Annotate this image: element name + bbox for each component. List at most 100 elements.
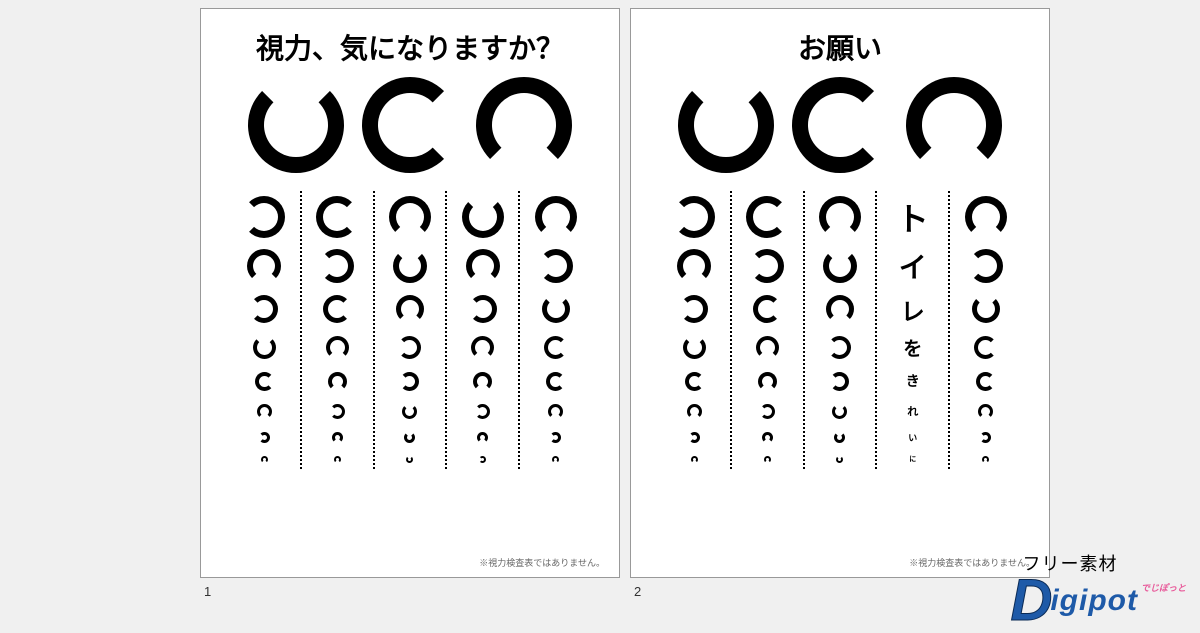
landolt-ring-icon (400, 372, 419, 391)
hidden-message-char: き (906, 371, 920, 391)
eye-chart-cell (328, 365, 347, 397)
eye-chart-cell (689, 425, 700, 449)
landolt-ring-icon (677, 249, 711, 283)
eye-chart-cell (243, 191, 285, 243)
eye-chart-cell (389, 191, 431, 243)
eye-chart-cell (255, 365, 274, 397)
landolt-ring-icon (764, 456, 771, 463)
landolt-ring-icon (673, 196, 715, 238)
landolt-ring-icon (393, 249, 427, 283)
landolt-ring-icon (398, 336, 421, 359)
eye-chart-cell (753, 289, 781, 329)
landolt-ring-icon (756, 336, 779, 359)
landolt-ring-icon (828, 336, 851, 359)
eye-chart-cell: ト (897, 191, 929, 243)
eye-chart-cell (683, 329, 706, 365)
landolt-ring-icon (330, 404, 345, 419)
eye-chart-cell (976, 365, 995, 397)
brand-logo: D igipot でじぽっと (1010, 578, 1186, 624)
eye-chart-cell (257, 397, 272, 425)
landolt-ring-icon (462, 196, 504, 238)
landolt-ring-icon (753, 295, 781, 323)
page-thumbnail[interactable]: 視力、気になりますか？ ※視力検査表ではありません。 1 (200, 8, 620, 599)
eye-chart-cell: レ (901, 289, 925, 329)
landolt-ring-icon (320, 249, 354, 283)
eye-chart-cell (685, 365, 704, 397)
brand-name-rest: igipot (1050, 584, 1138, 618)
landolt-ring-icon (248, 77, 344, 173)
landolt-ring-icon (479, 456, 486, 463)
page-number: 1 (200, 578, 620, 599)
page-title: 視力、気になりますか？ (256, 27, 564, 67)
landolt-ring-icon (969, 249, 1003, 283)
landolt-ring-icon (316, 196, 358, 238)
eye-chart-column (300, 191, 373, 469)
eye-chart-cell (828, 329, 851, 365)
eye-chart-cell (326, 329, 349, 365)
eye-chart-big-row (669, 77, 1011, 173)
eye-chart-cell (535, 191, 577, 243)
page-footnote: ※視力検査表ではありません。 (479, 556, 605, 569)
hidden-message-char: イ (899, 246, 927, 286)
landolt-ring-icon (539, 249, 573, 283)
eye-chart-cell (550, 425, 561, 449)
eye-chart-cell (972, 289, 1000, 329)
landolt-ring-icon (328, 372, 347, 391)
eye-chart-cell (261, 449, 268, 469)
eye-chart-cell (332, 425, 343, 449)
landolt-ring-icon (243, 196, 285, 238)
eye-chart-cell (832, 397, 847, 425)
eye-chart-cell (746, 191, 788, 243)
eye-chart-cell (823, 243, 857, 289)
eye-chart-cell (404, 425, 415, 449)
landolt-ring-icon (830, 372, 849, 391)
eye-chart-cell (400, 365, 419, 397)
eye-chart-cell (974, 329, 997, 365)
landolt-ring-icon (362, 77, 458, 173)
landolt-ring-icon (261, 456, 268, 463)
landolt-ring-icon (819, 196, 861, 238)
eye-chart-cell (323, 289, 351, 329)
eye-chart-cell (819, 191, 861, 243)
eye-chart-cell (680, 289, 708, 329)
eye-chart-cell (466, 243, 500, 289)
landolt-ring-icon (406, 456, 413, 463)
landolt-ring-icon (389, 196, 431, 238)
eye-chart-cell (830, 365, 849, 397)
landolt-ring-icon (404, 432, 415, 443)
eye-chart-column: トイレをきれいに (875, 191, 948, 469)
eye-chart-cell (320, 243, 354, 289)
landolt-ring-icon (965, 196, 1007, 238)
eye-chart-cell (965, 191, 1007, 243)
landolt-ring-icon (476, 77, 572, 173)
landolt-ring-icon (542, 295, 570, 323)
landolt-ring-icon (466, 249, 500, 283)
landolt-ring-icon (826, 295, 854, 323)
eye-chart-cell (836, 449, 843, 469)
page-thumbnail[interactable]: お願いトイレをきれいに※視力検査表ではありません。2 (630, 8, 1050, 599)
eye-chart-cell (542, 289, 570, 329)
landolt-ring-icon (689, 432, 700, 443)
eye-chart-grid (223, 191, 597, 469)
landolt-ring-icon (680, 295, 708, 323)
landolt-ring-icon (332, 432, 343, 443)
landolt-ring-icon (469, 295, 497, 323)
eye-chart-cell (393, 243, 427, 289)
eye-chart-column (730, 191, 803, 469)
brand-badge: フリー素材 D igipot でじぽっと (1010, 550, 1186, 624)
landolt-ring-icon (546, 372, 565, 391)
landolt-ring-icon (473, 372, 492, 391)
landolt-ring-icon (683, 336, 706, 359)
landolt-ring-icon (550, 432, 561, 443)
landolt-ring-icon (544, 336, 567, 359)
eye-chart-column (803, 191, 876, 469)
page-thumbnails: 視力、気になりますか？ ※視力検査表ではありません。 1 お願いトイレをきれいに※視力… (0, 0, 1200, 599)
landolt-ring-icon (250, 295, 278, 323)
hidden-message-char: レ (901, 292, 925, 327)
landolt-ring-icon (980, 432, 991, 443)
eye-chart-cell (402, 397, 417, 425)
hidden-message-char: に (909, 454, 916, 464)
eye-chart-cell (479, 449, 486, 469)
landolt-ring-icon (402, 404, 417, 419)
landolt-ring-icon (746, 196, 788, 238)
